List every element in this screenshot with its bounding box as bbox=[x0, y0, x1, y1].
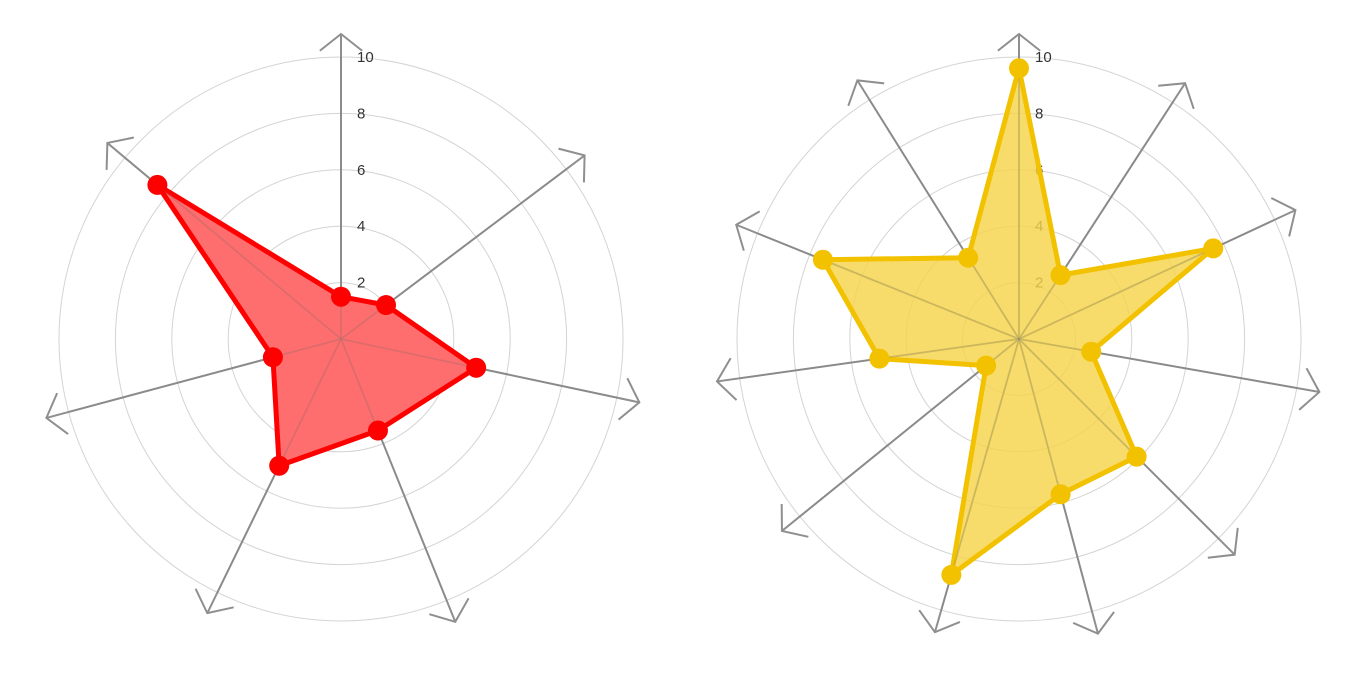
spoke-overlay bbox=[1018, 219, 1275, 340]
tick-label: 10 bbox=[357, 49, 374, 66]
axis-arrowhead bbox=[1072, 611, 1115, 635]
axis-arrowhead bbox=[194, 588, 234, 615]
data-point bbox=[331, 286, 351, 307]
axis-arrowhead bbox=[45, 392, 69, 435]
tick-label: 8 bbox=[357, 105, 365, 122]
spoke-overlay bbox=[1018, 338, 1219, 539]
tick-label: 2 bbox=[357, 275, 365, 292]
data-point bbox=[1050, 265, 1071, 286]
data-point bbox=[958, 247, 979, 268]
axis-arrowhead bbox=[319, 32, 363, 52]
series-area bbox=[820, 65, 1216, 578]
data-point bbox=[1050, 484, 1071, 505]
spoke-overlay bbox=[1018, 338, 1093, 612]
spoke-overlay bbox=[1018, 102, 1174, 340]
axis-arrowhead bbox=[780, 503, 809, 538]
axis-arrowhead bbox=[617, 377, 641, 421]
data-point bbox=[1203, 238, 1224, 259]
data-point bbox=[812, 249, 833, 270]
data-point bbox=[147, 174, 168, 195]
radar-chart-red: 2 4 6 8 10 bbox=[45, 32, 641, 623]
tick-label: 4 bbox=[357, 218, 365, 235]
axis-arrowhead bbox=[1298, 367, 1321, 411]
data-point bbox=[376, 295, 397, 316]
data-point bbox=[367, 420, 388, 441]
spoke-overlay bbox=[868, 99, 1020, 340]
axis-arrowhead bbox=[715, 357, 738, 401]
data-point bbox=[466, 357, 487, 378]
axis-arrowhead bbox=[558, 147, 586, 183]
series-area bbox=[154, 182, 479, 469]
spoke-overlay bbox=[940, 338, 1020, 611]
data-point bbox=[869, 348, 890, 369]
data-point bbox=[1126, 446, 1147, 467]
spoke-overlay bbox=[340, 168, 567, 340]
spoke-overlay bbox=[1018, 338, 1297, 389]
tick-label: 8 bbox=[1035, 105, 1043, 122]
spoke-overlay bbox=[757, 232, 1020, 340]
tick-label: 6 bbox=[357, 162, 365, 179]
axis-arrowhead bbox=[918, 609, 961, 634]
data-point bbox=[1009, 58, 1029, 79]
axis-arrowhead bbox=[847, 79, 885, 107]
tick-label: 10 bbox=[1035, 49, 1052, 66]
data-point bbox=[262, 347, 283, 368]
axis-arrowhead bbox=[1270, 197, 1297, 237]
spoke-overlay bbox=[68, 338, 342, 413]
data-point bbox=[269, 455, 290, 476]
data-point bbox=[1081, 341, 1102, 362]
axis-arrowhead bbox=[735, 210, 761, 251]
axis-arrowhead bbox=[105, 136, 135, 170]
axis-arrowhead bbox=[1158, 82, 1195, 110]
data-point bbox=[976, 355, 997, 376]
axis-arrowhead bbox=[429, 597, 470, 623]
axis-arrowhead bbox=[997, 32, 1041, 52]
data-point bbox=[941, 564, 962, 585]
spoke-overlay bbox=[340, 338, 448, 601]
axis-arrowhead bbox=[1207, 527, 1239, 559]
